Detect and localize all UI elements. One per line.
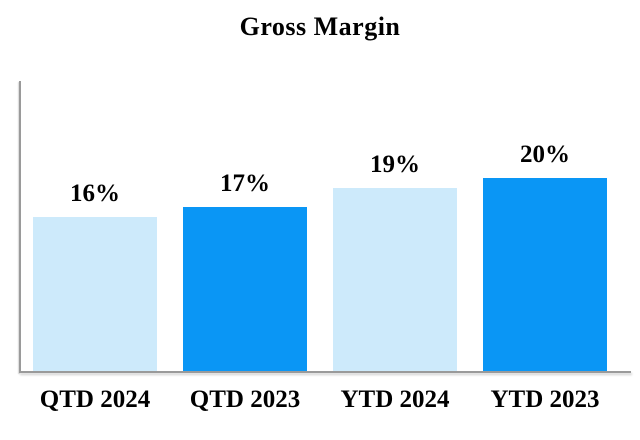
bar-ytd-2023	[483, 178, 607, 371]
category-label: QTD 2023	[189, 386, 301, 413]
category-label: QTD 2024	[39, 386, 151, 413]
bar-qtd-2024	[33, 217, 157, 371]
bar-qtd-2023	[183, 207, 307, 371]
x-axis-line	[19, 371, 631, 373]
bar-value-label: 20%	[520, 141, 570, 168]
category-label: YTD 2024	[340, 386, 450, 413]
bar-value-label: 17%	[220, 170, 270, 197]
bar-value-label: 19%	[370, 151, 420, 178]
bar-value-label: 16%	[70, 180, 120, 207]
y-axis-line	[19, 81, 21, 373]
chart-title: Gross Margin	[239, 12, 401, 41]
bar-ytd-2024	[333, 188, 457, 371]
category-label: YTD 2023	[490, 386, 600, 413]
